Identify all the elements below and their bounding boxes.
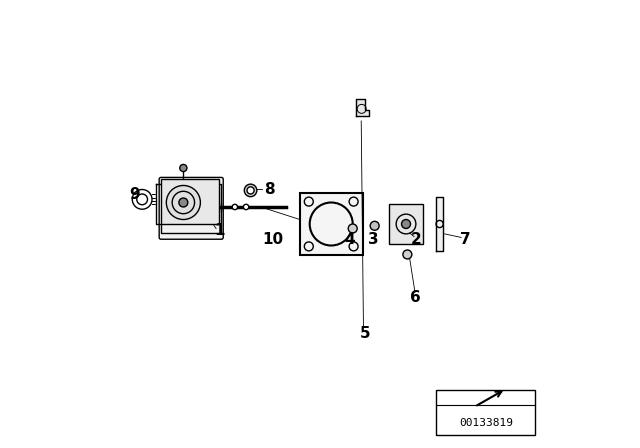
Bar (436, 390, 535, 435)
Circle shape (137, 194, 148, 205)
Polygon shape (356, 99, 369, 116)
Circle shape (232, 204, 237, 210)
Circle shape (166, 185, 200, 220)
Text: 5: 5 (360, 326, 370, 341)
Polygon shape (161, 179, 221, 237)
Text: 2: 2 (411, 232, 422, 247)
Text: 8: 8 (264, 181, 275, 197)
Text: 10: 10 (262, 232, 284, 247)
Text: 7: 7 (460, 232, 471, 247)
Text: 3: 3 (369, 232, 379, 247)
Bar (161, 179, 219, 224)
Circle shape (247, 187, 254, 194)
Circle shape (179, 198, 188, 207)
Bar (300, 193, 362, 255)
Bar (389, 204, 423, 244)
Circle shape (244, 184, 257, 197)
Polygon shape (436, 197, 443, 251)
Circle shape (180, 164, 187, 172)
Circle shape (401, 220, 410, 228)
Text: 9: 9 (129, 187, 140, 202)
Circle shape (403, 250, 412, 259)
Text: 4: 4 (345, 232, 355, 247)
FancyBboxPatch shape (159, 177, 223, 239)
Circle shape (348, 224, 357, 233)
Text: 00133819: 00133819 (459, 418, 513, 428)
Circle shape (370, 221, 379, 230)
Circle shape (243, 204, 249, 210)
Polygon shape (157, 184, 221, 233)
Text: 1: 1 (214, 223, 225, 238)
Text: 6: 6 (410, 290, 420, 306)
